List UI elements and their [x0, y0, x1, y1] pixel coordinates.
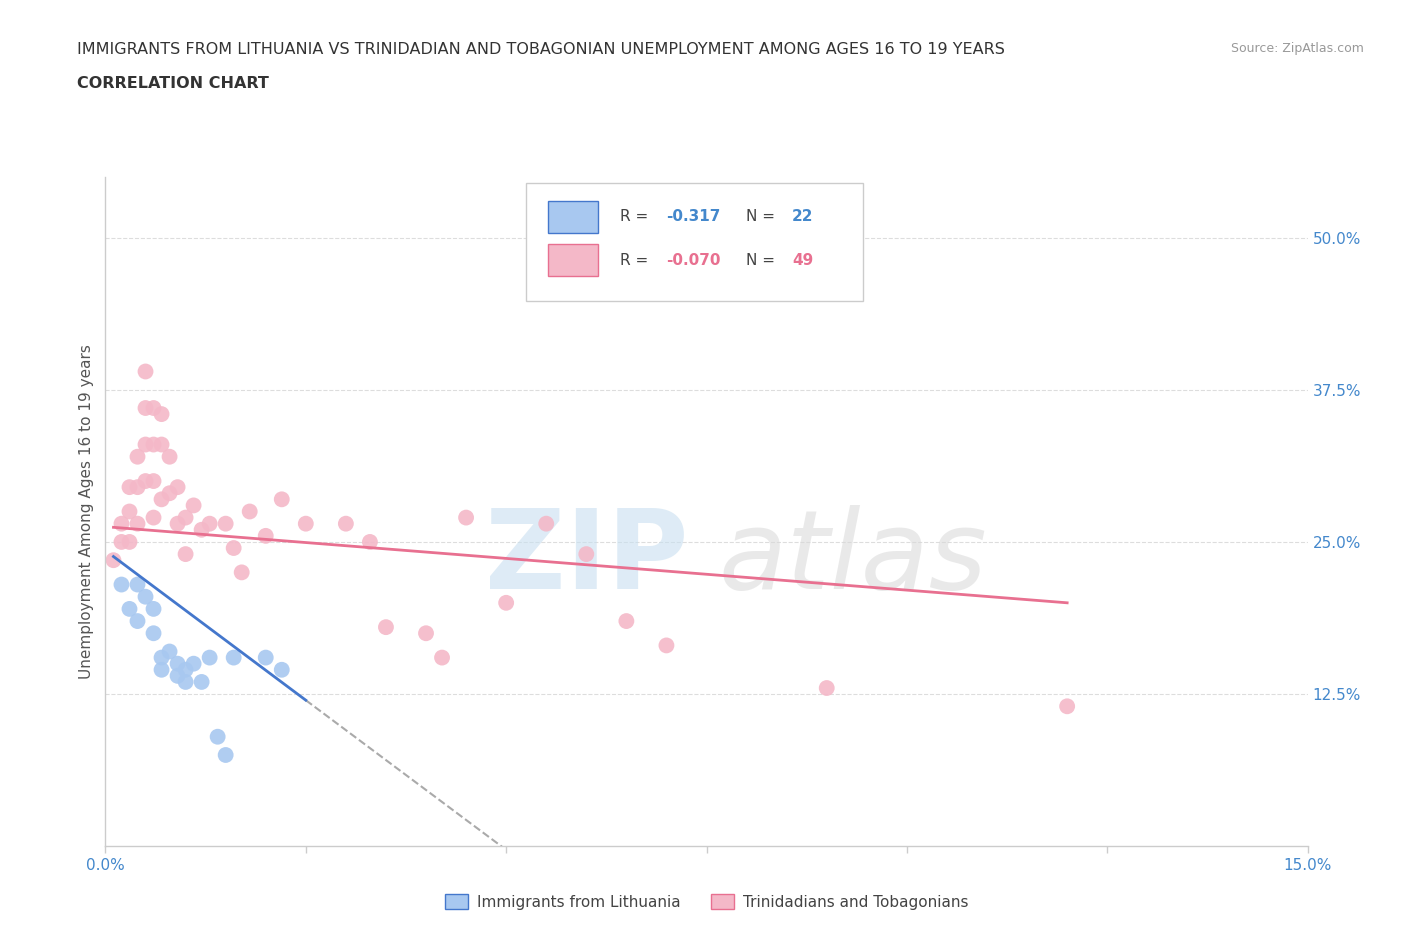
Point [142, 626, 165, 641]
Point [118, 504, 141, 519]
Point [374, 619, 398, 634]
Point [142, 401, 165, 416]
Point [254, 528, 277, 543]
Point [270, 492, 292, 507]
Point [159, 485, 181, 500]
Point [222, 650, 245, 665]
Text: 49: 49 [792, 253, 813, 268]
Point [207, 729, 229, 744]
Point [190, 523, 212, 538]
Point [142, 511, 165, 525]
Text: atlas: atlas [718, 505, 987, 612]
Point [655, 638, 678, 653]
Point [135, 590, 157, 604]
Point [142, 602, 165, 617]
Point [127, 480, 149, 495]
Legend: Immigrants from Lithuania, Trinidadians and Tobagonians: Immigrants from Lithuania, Trinidadians … [439, 887, 974, 916]
Point [270, 662, 292, 677]
Point [183, 657, 205, 671]
Point [142, 437, 165, 452]
Point [183, 498, 205, 512]
Point [118, 602, 141, 617]
Text: R =: R = [620, 209, 652, 224]
Point [295, 516, 318, 531]
Point [174, 547, 197, 562]
Point [159, 644, 181, 659]
Y-axis label: Unemployment Among Ages 16 to 19 years: Unemployment Among Ages 16 to 19 years [79, 344, 94, 679]
Point [174, 662, 197, 677]
Point [142, 473, 165, 488]
Point [110, 535, 132, 550]
Text: ZIP: ZIP [485, 505, 689, 612]
Point [1056, 698, 1078, 713]
Point [127, 614, 149, 629]
Point [135, 473, 157, 488]
Text: Source: ZipAtlas.com: Source: ZipAtlas.com [1230, 42, 1364, 55]
Point [150, 406, 173, 421]
Point [159, 449, 181, 464]
Point [135, 364, 157, 379]
Text: IMMIGRANTS FROM LITHUANIA VS TRINIDADIAN AND TOBAGONIAN UNEMPLOYMENT AMONG AGES : IMMIGRANTS FROM LITHUANIA VS TRINIDADIAN… [77, 42, 1005, 57]
Text: N =: N = [747, 209, 780, 224]
Point [174, 674, 197, 689]
Point [198, 650, 221, 665]
FancyBboxPatch shape [548, 245, 599, 276]
Point [222, 540, 245, 555]
Text: -0.070: -0.070 [665, 253, 720, 268]
Text: 22: 22 [792, 209, 813, 224]
Point [150, 662, 173, 677]
Point [166, 669, 188, 684]
Point [110, 578, 132, 592]
Text: R =: R = [620, 253, 652, 268]
Point [575, 547, 598, 562]
Point [231, 565, 253, 579]
Point [127, 516, 149, 531]
Point [150, 437, 173, 452]
Point [430, 650, 453, 665]
Point [454, 511, 477, 525]
Point [110, 516, 132, 531]
Point [135, 401, 157, 416]
FancyBboxPatch shape [548, 201, 599, 232]
Point [150, 650, 173, 665]
Point [150, 492, 173, 507]
FancyBboxPatch shape [526, 183, 863, 300]
Point [415, 626, 437, 641]
Point [166, 480, 188, 495]
Point [118, 480, 141, 495]
Point [135, 437, 157, 452]
Point [359, 535, 381, 550]
Text: N =: N = [747, 253, 780, 268]
Point [118, 535, 141, 550]
Point [214, 748, 236, 763]
Point [127, 578, 149, 592]
Point [190, 674, 212, 689]
Point [254, 650, 277, 665]
Point [174, 511, 197, 525]
Point [103, 552, 125, 567]
Point [214, 516, 236, 531]
Text: -0.317: -0.317 [665, 209, 720, 224]
Point [495, 595, 517, 610]
Point [335, 516, 357, 531]
Text: CORRELATION CHART: CORRELATION CHART [77, 76, 269, 91]
Point [616, 614, 638, 629]
Point [534, 516, 557, 531]
Point [166, 516, 188, 531]
Point [239, 504, 262, 519]
Point [127, 449, 149, 464]
Point [198, 516, 221, 531]
Point [166, 657, 188, 671]
Point [815, 681, 838, 696]
